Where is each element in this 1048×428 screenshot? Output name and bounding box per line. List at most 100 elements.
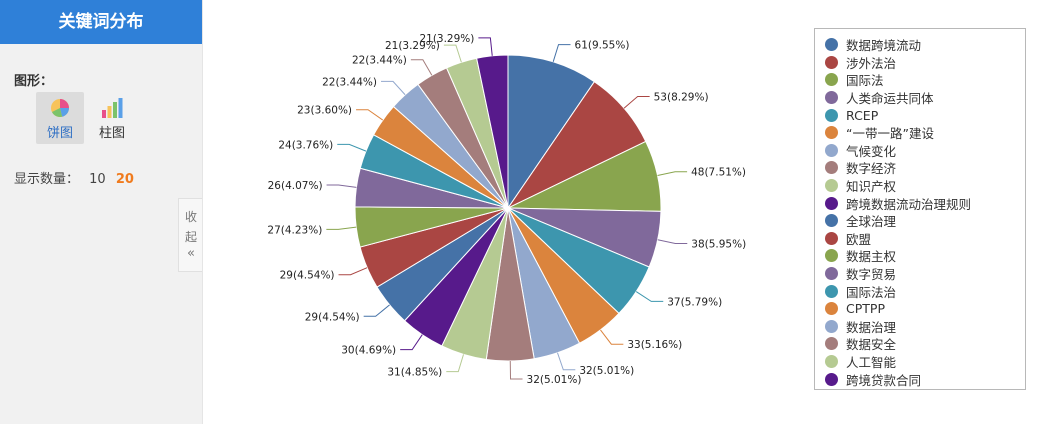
collapse-label-1: 收 [184, 210, 197, 224]
leader-line-12 [326, 226, 357, 230]
legend-item-10[interactable]: 全球治理 [825, 212, 1025, 230]
chart-legend: 数据跨境流动 涉外法治 国际法人类命运共同体 RCEP “一带一路”建设 气候变化数字经济… [814, 28, 1026, 390]
pie-chart-label: 饼图 [46, 126, 73, 141]
legend-item-12[interactable]: 数据主权 [825, 247, 1025, 265]
legend-label: 数字经济 [846, 161, 897, 177]
data-label-12: 27(4.23%) [267, 224, 322, 236]
legend-item-9[interactable]: 跨境数据流动治理规则 [825, 194, 1025, 212]
bar-chart-label: 柱图 [98, 126, 125, 141]
legend-label: 跨境贷款合同 [846, 372, 922, 388]
leader-line-7 [509, 360, 523, 380]
pie-slice-0[interactable] [507, 54, 596, 210]
collapse-label-2: 起 [184, 230, 197, 244]
graph-type-label: 图形： [14, 74, 54, 89]
sidebar: 关键词分布 图形： 饼图 柱图 显示数量： 10 20 收 起 « [0, 0, 203, 424]
pie-chart-button[interactable]: 饼图 [36, 92, 84, 144]
count-option-20[interactable]: 20 [115, 172, 134, 187]
display-count: 显示数量： 10 20 [14, 168, 134, 187]
legend-label: 人工智能 [846, 354, 897, 370]
pie-leader-lines [326, 37, 688, 380]
leader-line-6 [557, 352, 576, 371]
legend-item-13[interactable]: 数字贸易 [825, 265, 1025, 283]
panel-title: 关键词分布 [0, 0, 202, 44]
data-label-16: 22(3.44%) [322, 76, 377, 88]
data-label-14: 24(3.76%) [278, 139, 333, 151]
legend-label: 跨境数据流动治理规则 [846, 196, 972, 212]
legend-label: 知识产权 [846, 179, 897, 195]
legend-item-17[interactable]: 数据安全 [825, 335, 1025, 353]
legend-marker [825, 196, 838, 210]
data-label-2: 48(7.51%) [691, 167, 746, 179]
data-label-1: 53(8.29%) [654, 91, 709, 103]
legend-item-8[interactable]: 知识产权 [825, 177, 1025, 195]
legend-marker [825, 179, 838, 193]
legend-label: 数据安全 [846, 337, 897, 353]
legend-label: RCEP [846, 107, 879, 123]
legend-item-15[interactable]: CPTPP [825, 300, 1025, 318]
legend-label: “一带一路”建设 [846, 126, 934, 142]
leader-line-11 [338, 267, 368, 276]
legend-label: 欧盟 [846, 231, 872, 247]
leader-line-17 [410, 59, 433, 76]
legend-item-14[interactable]: 国际法治 [825, 282, 1025, 300]
legend-label: CPTPP [846, 301, 885, 317]
legend-marker [825, 267, 838, 281]
data-label-7: 32(5.01%) [527, 374, 582, 386]
leader-line-3 [657, 239, 688, 244]
data-label-5: 33(5.16%) [627, 339, 682, 351]
display-count-label: 显示数量： [14, 172, 80, 187]
legend-label: 数据治理 [846, 319, 897, 335]
data-label-9: 30(4.69%) [341, 345, 396, 357]
legend-label: 数字贸易 [846, 267, 897, 283]
legend-item-18[interactable]: 人工智能 [825, 353, 1025, 371]
collapse-sidebar-button[interactable]: 收 起 « [178, 198, 203, 272]
legend-label: 国际法治 [846, 284, 897, 300]
legend-item-11[interactable]: 欧盟 [825, 230, 1025, 248]
bar-chart-icon [102, 98, 123, 118]
leader-line-13 [326, 184, 357, 188]
legend-item-0[interactable]: 数据跨境流动 [825, 36, 1025, 54]
count-option-10[interactable]: 10 [89, 172, 106, 187]
legend-item-19[interactable]: 跨境贷款合同 [825, 370, 1025, 388]
pie-chart: 61(9.55%) 53(8.29%) 48(7.51%) 38(5.95%) 37(5… [267, 33, 746, 386]
leader-line-19 [478, 37, 493, 56]
leader-line-14 [337, 143, 367, 152]
legend-item-2[interactable]: 国际法 [825, 71, 1025, 89]
leader-line-10 [363, 304, 390, 317]
legend-label: 人类命运共同体 [846, 91, 934, 107]
legend-item-16[interactable]: 数据治理 [825, 318, 1025, 336]
legend-marker [825, 231, 838, 245]
legend-item-3[interactable]: 人类命运共同体 [825, 89, 1025, 107]
legend-marker [825, 302, 838, 316]
data-label-4: 37(5.79%) [667, 296, 722, 308]
data-label-6: 32(5.01%) [579, 365, 634, 377]
double-chevron-left-icon: « [187, 246, 195, 261]
data-label-3: 38(5.95%) [691, 238, 746, 250]
data-label-10: 29(4.54%) [305, 311, 360, 323]
data-label-15: 23(3.60%) [297, 105, 352, 117]
legend-item-1[interactable]: 涉外法治 [825, 54, 1025, 72]
data-label-13: 26(4.07%) [268, 180, 323, 192]
legend-item-5[interactable]: “一带一路”建设 [825, 124, 1025, 142]
legend-label: 国际法 [846, 73, 884, 89]
legend-item-6[interactable]: 气候变化 [825, 142, 1025, 160]
legend-marker [825, 55, 838, 69]
legend-marker [825, 143, 838, 157]
leader-line-5 [600, 329, 624, 345]
pie-slices [354, 54, 662, 362]
legend-item-7[interactable]: 数字经济 [825, 159, 1025, 177]
pie-data-labels: 61(9.55%) 53(8.29%) 48(7.51%) 38(5.95%) 37(5… [267, 33, 746, 386]
leader-line-9 [400, 334, 423, 351]
legend-marker [825, 108, 838, 122]
legend-marker [825, 161, 838, 175]
legend-marker [825, 214, 838, 228]
legend-label: 全球治理 [846, 214, 897, 230]
chart-area: 61(9.55%) 53(8.29%) 48(7.51%) 38(5.95%) 37(5… [202, 0, 1048, 424]
leader-line-16 [381, 80, 406, 96]
data-label-18: 21(3.29%) [385, 40, 440, 52]
bar-chart-button[interactable]: 柱图 [88, 92, 136, 144]
legend-marker [825, 91, 838, 105]
legend-marker [825, 354, 838, 368]
legend-label: 气候变化 [846, 143, 897, 159]
legend-item-4[interactable]: RCEP [825, 106, 1025, 124]
